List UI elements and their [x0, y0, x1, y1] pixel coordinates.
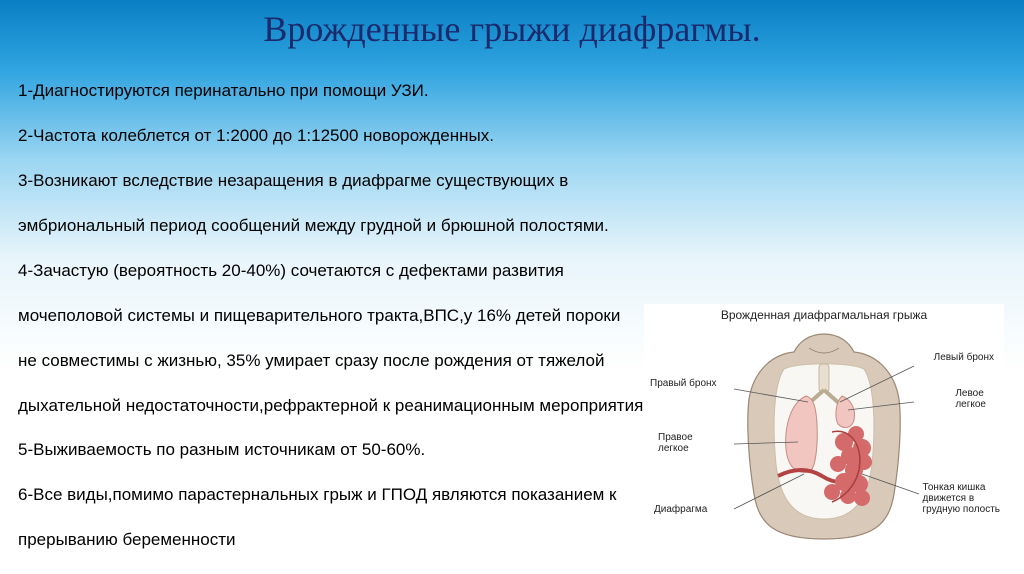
label-diaphragm: Диафрагма [654, 504, 707, 515]
line-2: 2-Частота колеблется от 1:2000 до 1:1250… [18, 125, 1006, 147]
label-right-bronchus: Правый бронх [650, 378, 717, 389]
label-right-lung: Правое легкое [658, 432, 693, 454]
line-3b: эмбриональный период сообщений между гру… [18, 215, 1006, 237]
label-left-lung: Левое легкое [955, 388, 986, 410]
line-3: 3-Возникают вследствие незаращения в диа… [18, 170, 1006, 192]
label-small-intestine: Тонкая кишка движется в грудную полость [923, 482, 1000, 515]
trachea [819, 364, 829, 392]
diagram-title: Врожденная диафрагмальная грыжа [644, 304, 1004, 324]
anatomy-diagram: Врожденная диафрагмальная грыжа [644, 304, 1004, 554]
slide-title: Врожденные грыжи диафрагмы. [18, 8, 1006, 50]
line-1: 1-Диагностируются перинатально при помощ… [18, 80, 1006, 102]
label-left-bronchus: Левый бронх [934, 352, 994, 363]
slide: Врожденные грыжи диафрагмы. 1-Диагностир… [0, 0, 1024, 574]
torso-illustration [714, 324, 934, 544]
line-4: 4-Зачастую (вероятность 20-40%) сочетают… [18, 260, 1006, 282]
